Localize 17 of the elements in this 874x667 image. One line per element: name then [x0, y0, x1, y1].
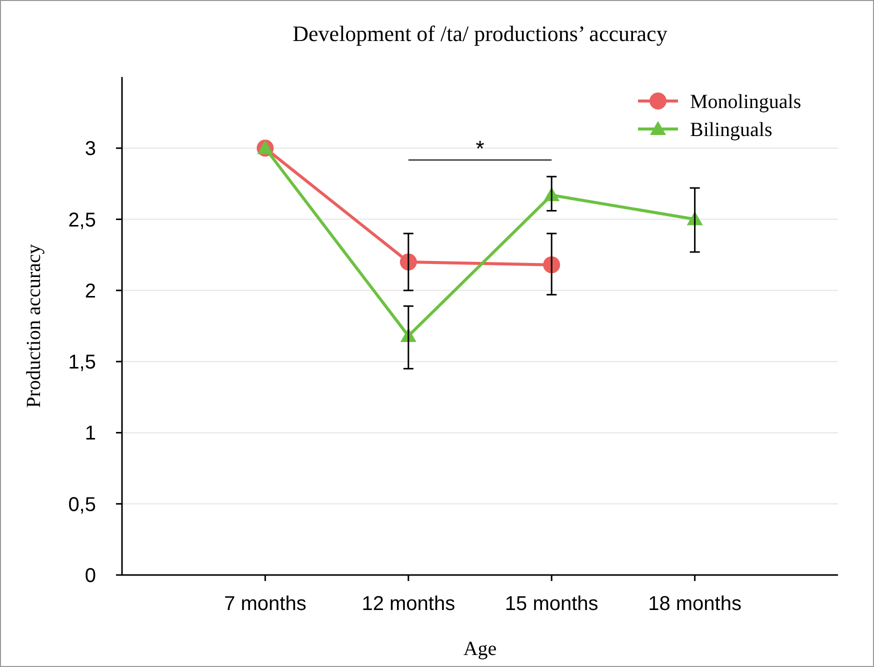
y-tick-label: 2,5 — [68, 209, 96, 232]
y-tick-label: 0,5 — [68, 494, 96, 516]
y-tick-label: 3 — [84, 138, 96, 160]
y-tick-label: 0 — [84, 565, 96, 587]
y-tick-label: 1,5 — [68, 352, 96, 374]
y-tick-label: 2 — [84, 280, 96, 302]
x-tick-label: 7 months — [224, 593, 306, 615]
chart-title: Development of /ta/ productions’ accuracy — [292, 21, 668, 46]
legend-label: Bilinguals — [690, 119, 772, 141]
annotation: * — [476, 136, 485, 161]
x-axis-title: Age — [463, 638, 497, 660]
legend-label: Monolinguals — [690, 91, 802, 113]
y-tick-label: 1 — [84, 422, 96, 445]
y-axis-title: Production accuracy — [23, 244, 45, 408]
x-tick-label: 12 months — [362, 593, 456, 615]
x-tick-label: 18 months — [648, 593, 742, 615]
x-tick-label: 15 months — [504, 593, 598, 615]
